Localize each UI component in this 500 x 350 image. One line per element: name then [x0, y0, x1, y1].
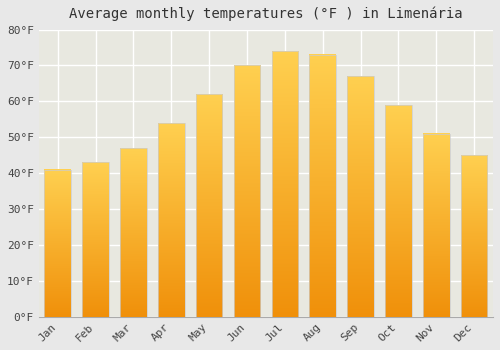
Bar [120, 148, 146, 317]
Bar [196, 94, 222, 317]
Bar [44, 170, 71, 317]
Bar [385, 105, 411, 317]
Bar [82, 162, 109, 317]
Bar [158, 123, 184, 317]
Bar [348, 76, 374, 317]
Bar [423, 134, 450, 317]
Bar [310, 55, 336, 317]
Bar [461, 155, 487, 317]
Bar [272, 51, 298, 317]
Bar [234, 65, 260, 317]
Title: Average monthly temperatures (°F ) in Limenária: Average monthly temperatures (°F ) in Li… [69, 7, 462, 21]
